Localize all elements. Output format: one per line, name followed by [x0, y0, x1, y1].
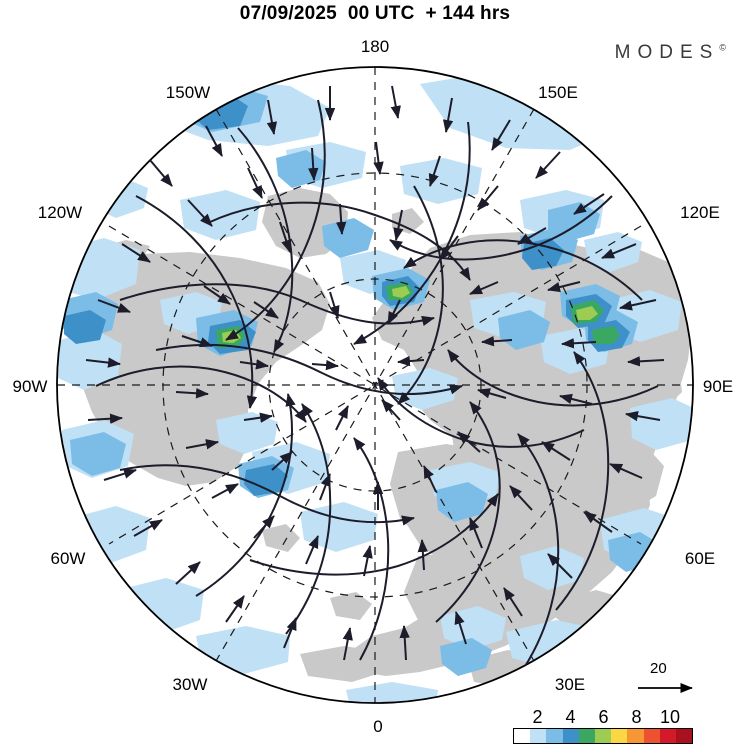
colorbar-tick-6: 6: [598, 707, 609, 727]
colorbar-band-4: [578, 729, 595, 743]
modes-logo-text: MODES: [614, 42, 720, 63]
colorbar-bands: [513, 728, 693, 744]
colorbar-band-6: [611, 729, 628, 743]
colorbar-band-5: [594, 729, 612, 743]
wind-vector-layer: [85, 85, 665, 669]
vector-scale-legend: 20: [636, 660, 716, 700]
map-canvas: [57, 67, 693, 703]
colorbar-band-7: [627, 729, 644, 743]
colorbar: 2 4 6 8 10: [513, 707, 693, 745]
map-boundary-circle: [56, 66, 694, 704]
colorbar-tick-8: 8: [631, 707, 642, 727]
colorbar-band-10: [675, 729, 693, 743]
colorbar-band-1: [530, 729, 547, 743]
colorbar-tick-2: 2: [532, 707, 543, 727]
page-title: 07/09/2025 00 UTC + 144 hrs: [239, 3, 511, 24]
vector-scale-label: 20: [650, 660, 667, 677]
colorbar-band-3: [562, 729, 579, 743]
copyright-mark: ©: [719, 42, 726, 53]
colorbar-band-8: [643, 729, 660, 743]
colorbar-ticks: 2 4 6 8 10: [513, 707, 693, 727]
colorbar-band-9: [659, 729, 676, 743]
colorbar-band-0: [514, 729, 531, 743]
colorbar-tick-10: 10: [659, 707, 681, 727]
vector-scale-arrow-icon: [638, 682, 693, 694]
colorbar-band-2: [546, 729, 563, 743]
modes-logo: MODES©: [615, 42, 726, 64]
colorbar-tick-4: 4: [565, 707, 576, 727]
